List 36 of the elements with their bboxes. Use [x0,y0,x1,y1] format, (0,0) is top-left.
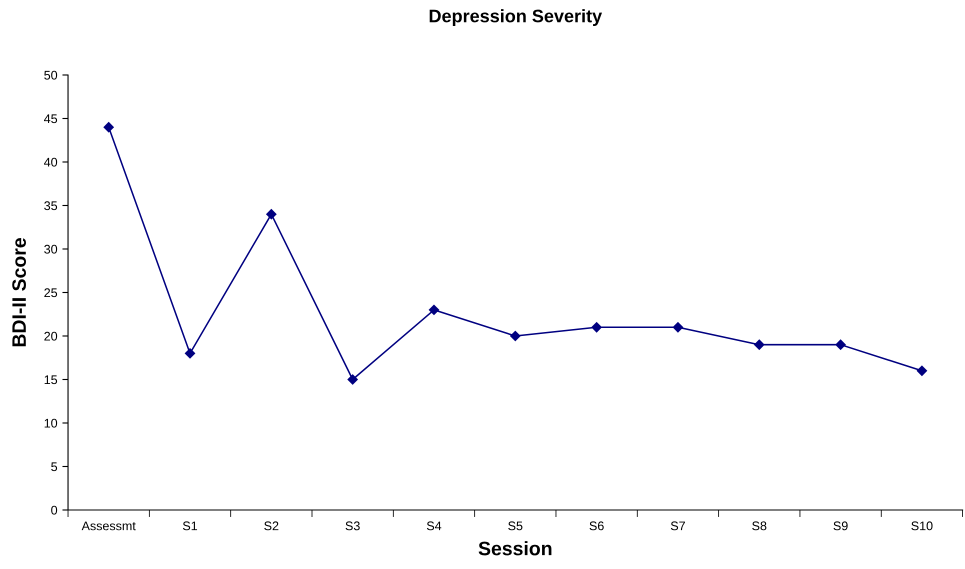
x-tick-label: S5 [508,521,522,530]
y-tick-label: 20 [44,332,58,341]
y-tick-label: 50 [44,70,58,80]
y-axis-title: BDI-II Score [12,238,26,346]
x-tick-label: S2 [264,521,278,530]
x-tick-label: S3 [346,521,360,530]
x-tick-label: S1 [182,521,198,530]
point [428,304,440,316]
point [672,322,684,332]
x-tick-label: S10 [911,521,933,530]
point [754,340,764,350]
y-tick-label: 5 [51,462,58,472]
x-axis-title: Session [478,541,552,556]
x-tick-label: S6 [590,521,604,530]
y-tick-label: 25 [44,288,58,298]
point [184,348,196,359]
x-tick-label: S9 [834,521,848,530]
chart-title: Depression Severity [430,9,602,26]
y-tick-label: 0 [51,506,58,515]
y-tick-label: 35 [44,201,58,210]
x-tick-label: S7 [670,521,685,530]
point [510,330,520,342]
point [592,322,602,332]
point [916,366,928,376]
y-tick-label: 10 [44,418,58,428]
y-tick-label: 15 [44,375,58,384]
y-tick-label: 30 [44,244,58,254]
x-tick-label: S8 [752,521,766,530]
point [348,374,358,385]
y-tick-label: 40 [44,158,58,167]
point [104,122,114,132]
point [835,340,846,350]
point [266,209,276,220]
x-tick-label: S4 [426,521,442,530]
x-tick-label: Assessmt [82,522,136,530]
y-tick-label: 45 [44,114,58,124]
